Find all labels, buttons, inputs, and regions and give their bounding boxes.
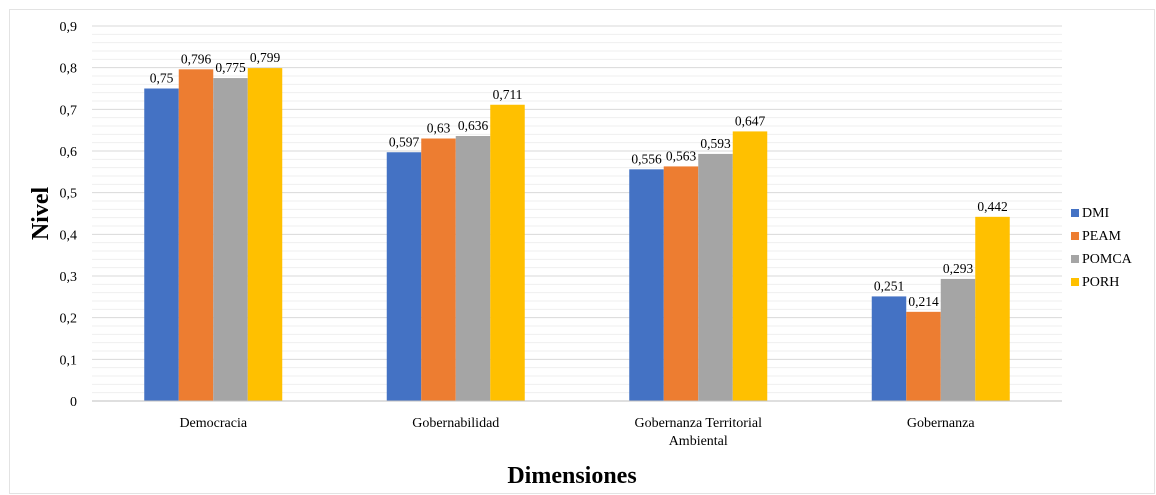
data-label: 0,593: [700, 136, 731, 151]
legend-label-peam: PEAM: [1082, 229, 1121, 244]
bars: [144, 68, 1010, 401]
y-tick-label: 0,7: [60, 103, 78, 118]
bar-dmi: [386, 152, 422, 401]
data-label: 0,775: [215, 60, 246, 75]
y-tick-label: 0,4: [60, 228, 78, 243]
x-category-label: Ambiental: [669, 434, 728, 449]
legend-swatch-peam: [1071, 232, 1079, 240]
data-label: 0,799: [250, 50, 281, 65]
bar-dmi: [629, 169, 664, 401]
legend: DMI PEAM POMCA PORH: [1071, 206, 1133, 290]
x-category-label: Gobernanza Territorial: [635, 416, 763, 431]
data-label: 0,636: [458, 118, 489, 133]
x-axis-categories: Democracia Gobernabilidad Gobernanza Terri…: [179, 416, 975, 449]
bar-pomca: [213, 78, 248, 401]
legend-swatch-porh: [1071, 278, 1079, 286]
bar-porh: [247, 68, 283, 401]
y-tick-label: 0,6: [60, 145, 78, 160]
legend-swatch-pomca: [1071, 255, 1079, 263]
bar-peam: [663, 166, 699, 401]
bar-dmi: [144, 88, 179, 401]
data-label: 0,711: [493, 87, 523, 102]
data-label: 0,251: [874, 278, 904, 293]
data-label: 0,63: [427, 121, 451, 136]
bar-pomca: [698, 153, 733, 401]
bar-pomca: [940, 278, 976, 401]
data-label: 0,556: [631, 151, 662, 166]
bar-porh: [490, 104, 525, 401]
bar-peam: [178, 69, 214, 401]
data-label: 0,75: [150, 71, 174, 86]
x-category-label: Gobernanza: [907, 416, 975, 431]
y-tick-label: 0,3: [60, 270, 78, 285]
data-label: 0,597: [389, 134, 420, 149]
data-label: 0,293: [943, 261, 974, 276]
data-label: 0,214: [908, 294, 939, 309]
legend-label-porh: PORH: [1082, 275, 1119, 290]
bar-peam: [421, 138, 456, 401]
legend-label-dmi: DMI: [1082, 206, 1110, 221]
legend-label-pomca: POMCA: [1082, 252, 1133, 267]
y-tick-label: 0,2: [60, 312, 78, 327]
data-label: 0,563: [666, 148, 697, 163]
bar-dmi: [871, 296, 907, 401]
data-label: 0,647: [735, 113, 766, 128]
y-axis-ticks: 0 0,1 0,2 0,3 0,4 0,5 0,6 0,7 0,8 0,9: [60, 20, 78, 410]
y-tick-label: 0,9: [60, 20, 78, 35]
x-axis-title: Dimensiones: [507, 463, 636, 489]
bar-pomca: [455, 136, 491, 401]
y-tick-label: 0,1: [60, 353, 78, 368]
bar-peam: [906, 311, 941, 401]
bar-porh: [732, 131, 768, 401]
bar-porh: [975, 216, 1010, 401]
legend-swatch-dmi: [1071, 209, 1079, 217]
x-category-label: Gobernabilidad: [412, 416, 499, 431]
data-label: 0,796: [181, 51, 212, 66]
y-axis-title: Nivel: [28, 187, 54, 241]
x-category-label: Democracia: [179, 416, 247, 431]
y-tick-label: 0,5: [60, 187, 78, 202]
y-tick-label: 0: [70, 395, 77, 410]
y-tick-label: 0,8: [60, 62, 78, 77]
data-label: 0,442: [977, 199, 1007, 214]
